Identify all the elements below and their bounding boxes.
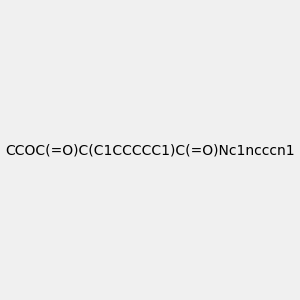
- Text: CCOC(=O)C(C1CCCCC1)C(=O)Nc1ncccn1: CCOC(=O)C(C1CCCCC1)C(=O)Nc1ncccn1: [5, 143, 295, 157]
